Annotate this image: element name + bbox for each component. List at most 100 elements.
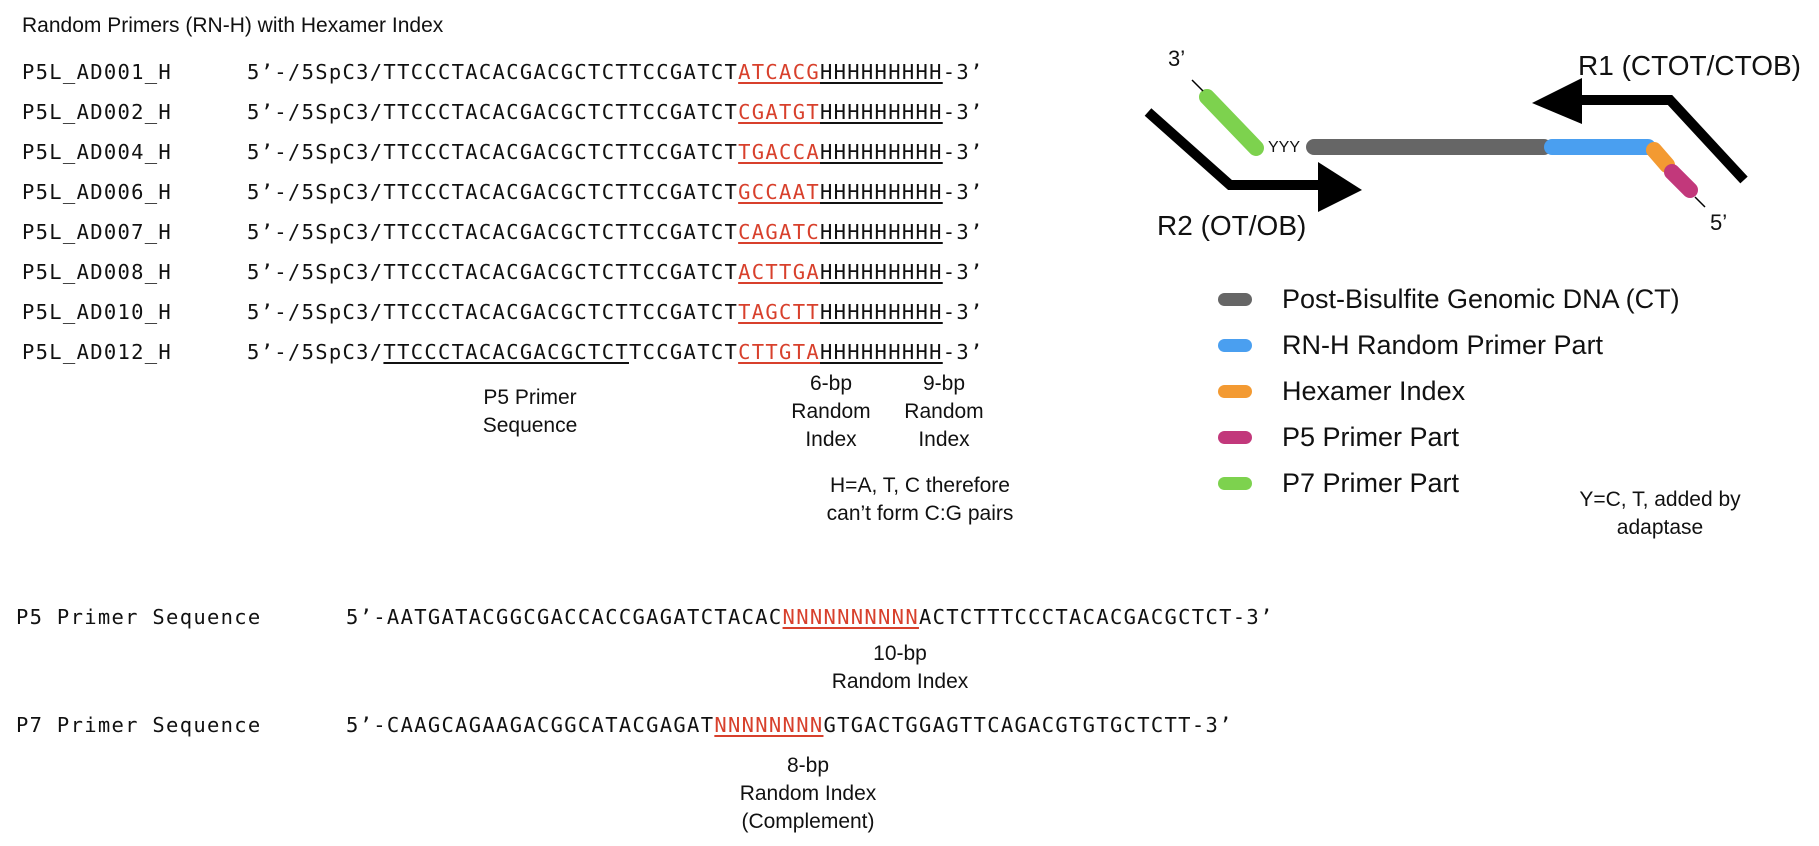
primer-mid: TCCGATCT [628, 300, 739, 324]
hexamer-segment [1646, 142, 1675, 173]
primer-p5-part: TTCCCTACACGACGCTCT [383, 260, 629, 284]
primer-p5-part: TTCCCTACACGACGCTCT [383, 140, 629, 164]
primer-suffix: -3’ [942, 340, 984, 364]
legend-label: P7 Primer Part [1282, 467, 1460, 498]
primer-hexamer-index: TGACCA [738, 140, 820, 164]
three-prime-tick [1191, 79, 1204, 92]
primer-prefix: 5’-/5SpC3/ [247, 180, 384, 204]
yyy-label: YYY [1268, 139, 1301, 156]
primer-random-part: HHHHHHHHH [819, 100, 943, 124]
p5-sequence-pre: 5’-AATGATACGGCGACCACCGAGATCTACAC [346, 605, 783, 629]
primer-hexamer-index: CGATGT [738, 100, 820, 124]
primer-name: P5L_AD006_H [22, 180, 173, 204]
p7-sequence-post: GTGACTGGAGTTCAGACGTGTGCTCTT-3’ [823, 713, 1233, 737]
legend-label: Post-Bisulfite Genomic DNA (CT) [1282, 283, 1680, 314]
primer-suffix: -3’ [942, 140, 984, 164]
primer-random-part: HHHHHHHHH [819, 340, 943, 364]
r2-label: R2 (OT/OB) [1157, 210, 1307, 241]
r2-arrowhead [1318, 162, 1362, 212]
three-prime-label: 3’ [1168, 46, 1186, 71]
primer-suffix: -3’ [942, 220, 984, 244]
legend-item: RN-H Random Primer Part [1218, 322, 1603, 368]
primer-name: P5L_AD001_H [22, 60, 173, 84]
primer-mid: TCCGATCT [628, 140, 739, 164]
primer-name: P5L_AD004_H [22, 140, 173, 164]
p5-index-label: 10-bp Random Index [800, 640, 1000, 696]
primer-p5-part: TTCCCTACACGACGCTCT [383, 100, 629, 124]
primer-name: P5L_AD007_H [22, 220, 173, 244]
label-line: H=A, T, C therefore [830, 474, 1010, 497]
label-line: Random Index [739, 782, 877, 805]
label-line: can’t form C:G pairs [826, 502, 1014, 525]
primer-sequence: 5’-/5SpC3/TTCCCTACACGACGCTCTTCCGATCTCAGA… [247, 220, 984, 244]
primer-mid: TCCGATCT [628, 340, 739, 364]
r1-arrow [1575, 95, 1748, 184]
primer-random-part: HHHHHHHHH [819, 140, 943, 164]
primer-prefix: 5’-/5SpC3/ [247, 300, 384, 324]
primer-hexamer-index: CTTGTA [738, 340, 820, 364]
legend-swatch [1218, 430, 1252, 444]
primer-sequence: 5’-/5SpC3/TTCCCTACACGACGCTCTTCCGATCTCTTG… [247, 340, 984, 364]
p5-primer-sequence-label: P5 Primer Sequence [440, 384, 620, 440]
primer-prefix: 5’-/5SpC3/ [247, 60, 384, 84]
primer-sequence: 5’-/5SpC3/TTCCCTACACGACGCTCTTCCGATCTCGAT… [247, 100, 984, 124]
primer-sequence: 5’-/5SpC3/TTCCCTACACGACGCTCTTCCGATCTTAGC… [247, 300, 984, 324]
primer-prefix: 5’-/5SpC3/ [247, 100, 384, 124]
primer-suffix: -3’ [942, 100, 984, 124]
primer-prefix: 5’-/5SpC3/ [247, 340, 384, 364]
r1-label: R1 (CTOT/CTOB) [1578, 50, 1801, 81]
p5-segment [1664, 164, 1698, 198]
legend-item: P5 Primer Part [1218, 414, 1459, 460]
p5-sequence-name: P5 Primer Sequence [16, 605, 262, 629]
primer-sequence: 5’-/5SpC3/TTCCCTACACGACGCTCTTCCGATCTATCA… [247, 60, 984, 84]
p7-segment [1199, 89, 1264, 156]
p5-sequence-post: ACTCTTTCCCTACACGACGCTCT-3’ [918, 605, 1274, 629]
primer-mid: TCCGATCT [628, 100, 739, 124]
label-line: 8-bp [786, 754, 830, 777]
r2-arrow [1144, 108, 1325, 190]
primer-mid: TCCGATCT [628, 60, 739, 84]
primer-prefix: 5’-/5SpC3/ [247, 220, 384, 244]
primer-prefix: 5’-/5SpC3/ [247, 260, 384, 284]
primer-name: P5L_AD002_H [22, 100, 173, 124]
label-line: Random Index [831, 670, 969, 693]
h-note: H=A, T, C therefore can’t form C:G pairs [800, 472, 1040, 528]
primer-hexamer-index: ACTTGA [738, 260, 820, 284]
p5-sequence: 5’-AATGATACGGCGACCACCGAGATCTACACNNNNNNNN… [346, 605, 1274, 629]
primer-mid: TCCGATCT [628, 220, 739, 244]
primer-p5-part: TTCCCTACACGACGCTCT [383, 180, 629, 204]
legend-item: Post-Bisulfite Genomic DNA (CT) [1218, 276, 1680, 322]
legend-label: Hexamer Index [1282, 375, 1466, 406]
primer-mid: TCCGATCT [628, 180, 739, 204]
primer-random-part: HHHHHHHHH [819, 300, 943, 324]
figure-title: Random Primers (RN-H) with Hexamer Index [22, 14, 444, 37]
legend-label: RN-H Random Primer Part [1282, 329, 1604, 360]
label-line: Index [805, 428, 857, 451]
five-prime-label: 5’ [1710, 210, 1728, 235]
primer-p5-part: TTCCCTACACGACGCTCT [383, 340, 629, 364]
label-line: Index [918, 428, 970, 451]
label-line: (Complement) [741, 810, 875, 833]
label-line: Random [791, 400, 871, 423]
p7-sequence-pre: 5’-CAAGCAGAAGACGGCATACGAGAT [346, 713, 715, 737]
random-index-6bp-label: 6-bp Random Index [771, 370, 891, 454]
legend-item: P7 Primer Part [1218, 460, 1459, 506]
label-line: P5 Primer [483, 386, 577, 409]
p7-sequence-name: P7 Primer Sequence [16, 713, 262, 737]
primer-random-part: HHHHHHHHH [819, 60, 943, 84]
primer-hexamer-index: CAGATC [738, 220, 820, 244]
label-line: 10-bp [873, 642, 927, 665]
p7-index-label: 8-bp Random Index (Complement) [708, 752, 908, 836]
primer-suffix: -3’ [942, 180, 984, 204]
y-note: Y=C, T, added by adaptase [1540, 486, 1780, 542]
primer-suffix: -3’ [942, 60, 984, 84]
primer-name: P5L_AD010_H [22, 300, 173, 324]
p7-random-index: NNNNNNNN [714, 713, 824, 737]
primer-p5-part: TTCCCTACACGACGCTCT [383, 220, 629, 244]
label-line: 6-bp [809, 372, 853, 395]
p5-random-index: NNNNNNNNNN [782, 605, 919, 629]
r1-arrowhead [1532, 78, 1582, 124]
primer-sequence: 5’-/5SpC3/TTCCCTACACGACGCTCTTCCGATCTGCCA… [247, 180, 984, 204]
primer-suffix: -3’ [942, 260, 984, 284]
